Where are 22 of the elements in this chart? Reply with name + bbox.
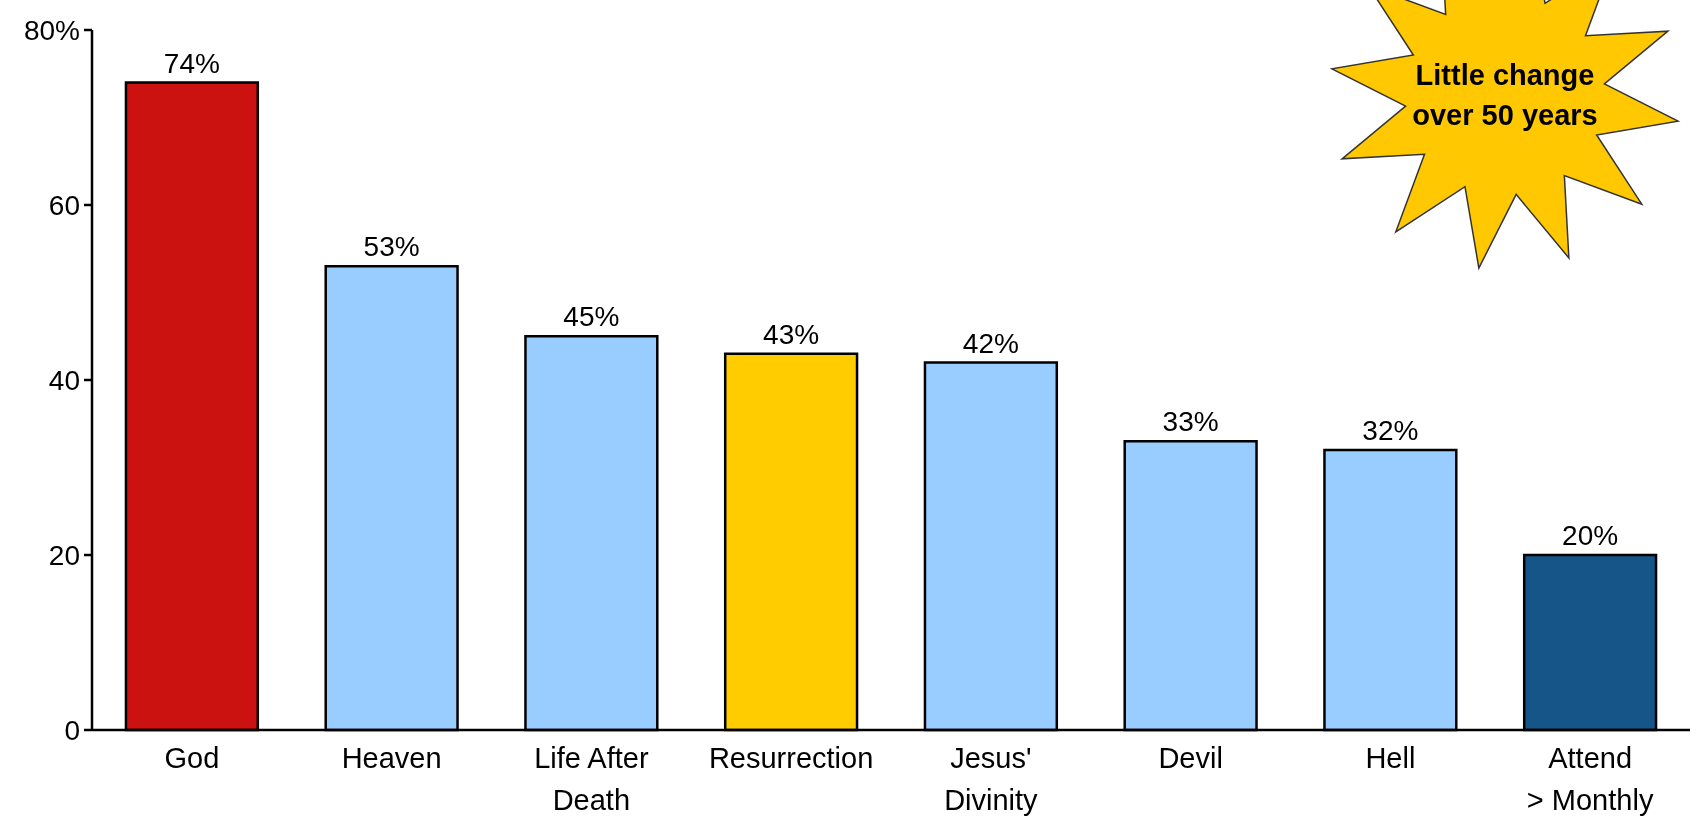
x-tick-label: Attend > Monthly (1526, 742, 1654, 816)
annotation: Little change over 50 years (1412, 59, 1598, 131)
x-tick-label: Heaven (341, 742, 442, 774)
data-label: 53% (363, 231, 420, 263)
y-tick-label: 40 (48, 364, 80, 396)
y-tick-label: 80% (23, 14, 80, 46)
x-tick-label: God (164, 742, 220, 774)
data-label: 33% (1162, 406, 1219, 438)
data-label: 20% (1562, 520, 1619, 551)
y-tick-label: 60 (48, 189, 80, 221)
y-tick-label: 20 (48, 539, 80, 571)
data-label: 74% (163, 47, 220, 79)
x-tick-label: Devil (1158, 742, 1223, 774)
data-label: 42% (962, 327, 1019, 359)
data-label: 43% (763, 318, 820, 350)
x-tick-label: Life After Death (534, 742, 649, 816)
data-label: 45% (563, 301, 620, 333)
x-tick-label: Resurrection (708, 742, 874, 774)
x-tick-label: Hell (1365, 742, 1416, 774)
data-label: 32% (1362, 415, 1419, 446)
x-tick-label: Jesus' Divinity (944, 742, 1039, 816)
y-tick-label: 0 (64, 714, 80, 746)
